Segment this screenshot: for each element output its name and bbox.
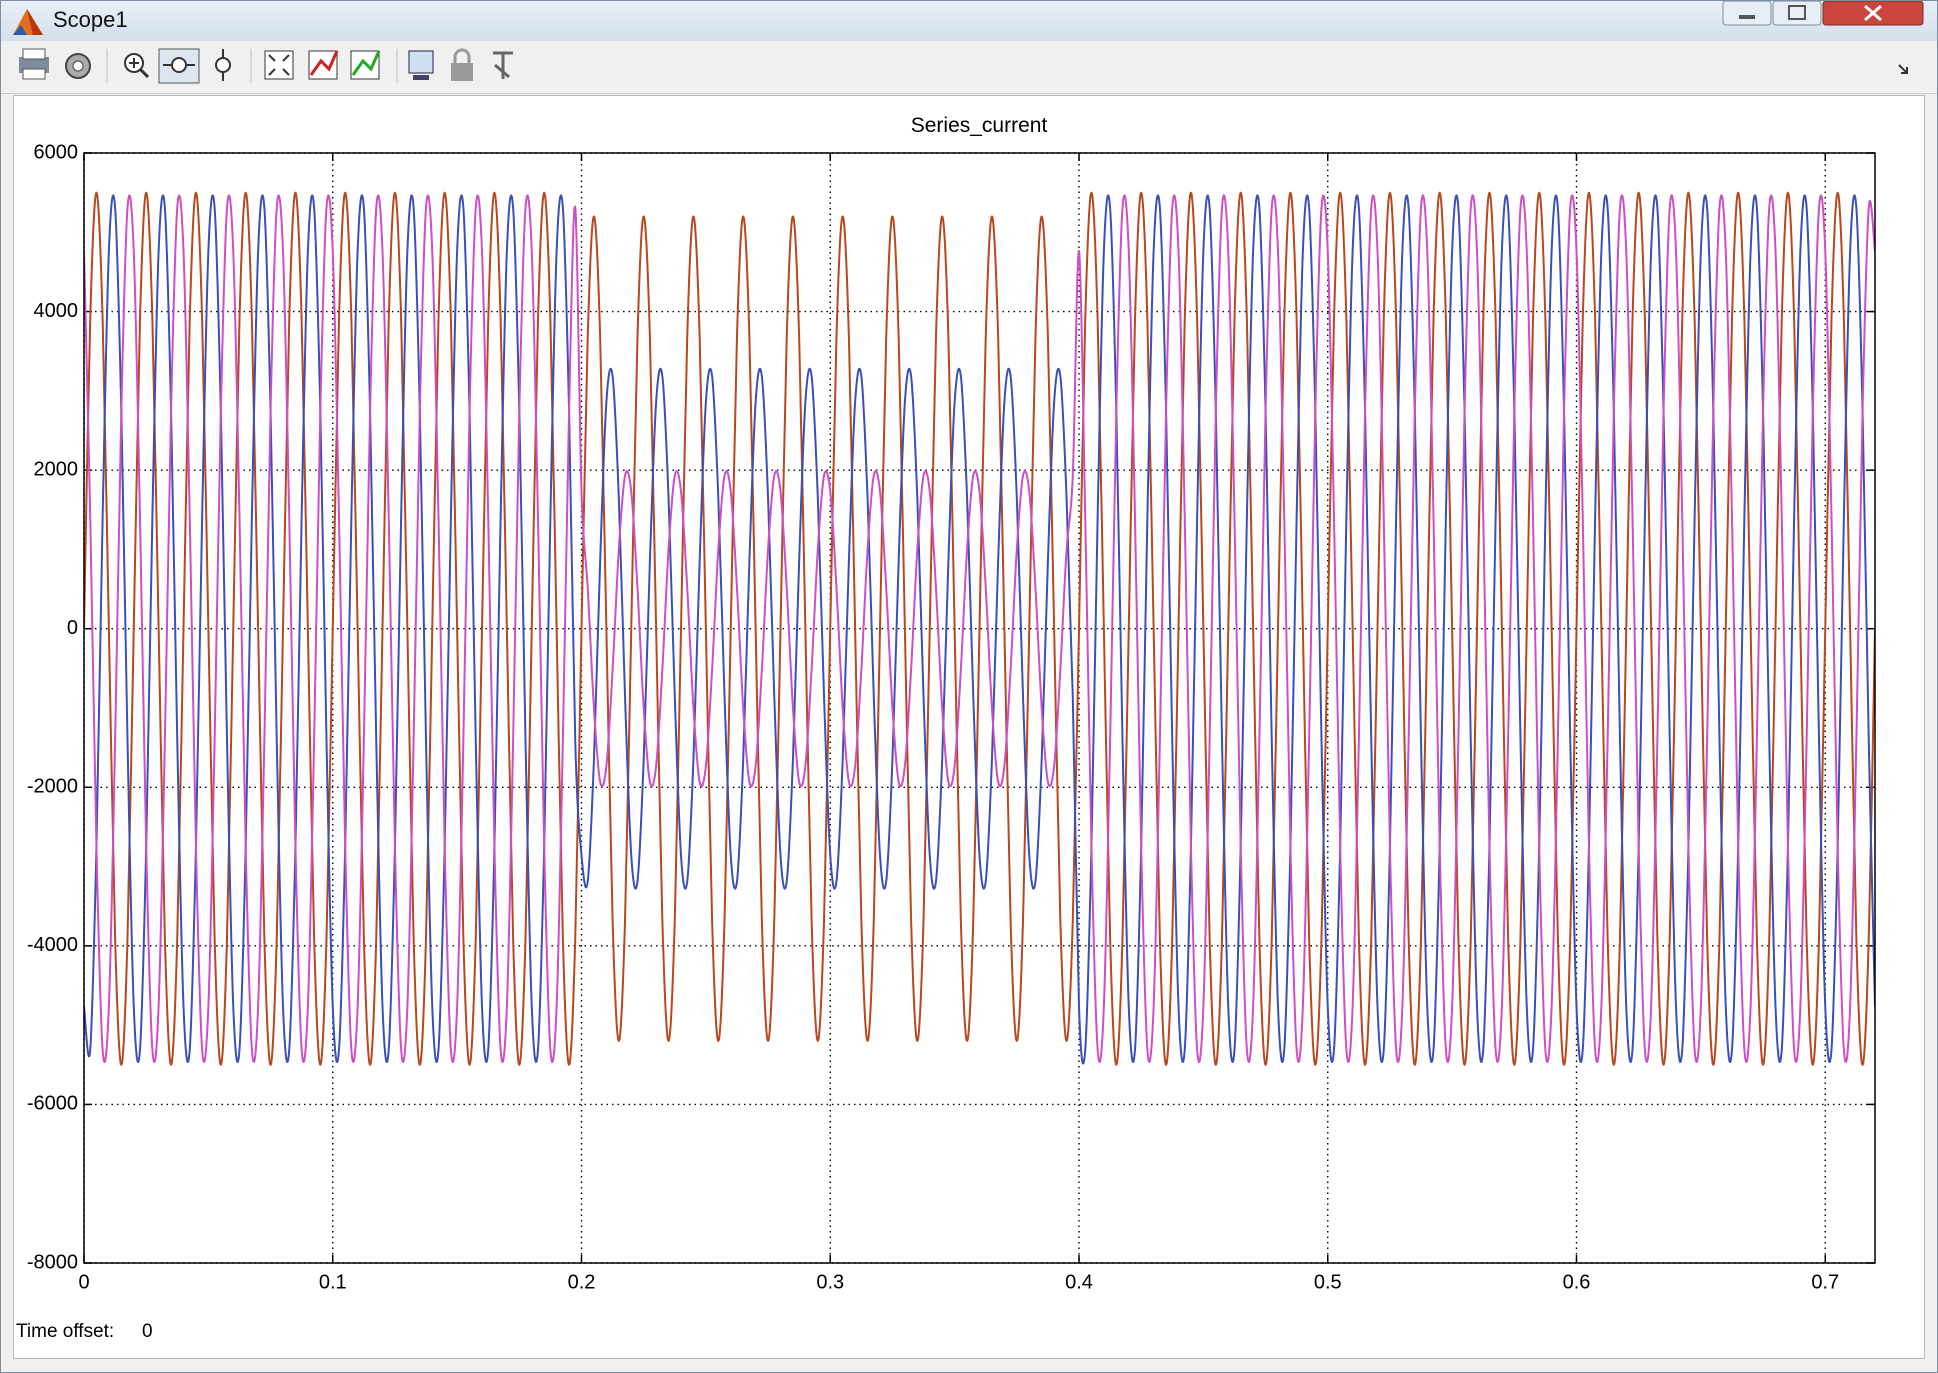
print-button[interactable] — [19, 48, 49, 80]
chart: Series_current Time offset: 0 -8000 -6000… — [16, 114, 1876, 1342]
toolbar — [1, 41, 1937, 94]
restore-axes-button[interactable] — [350, 50, 381, 80]
x-tick-label: 0.3 — [816, 1271, 844, 1293]
y-tick-label: 6000 — [34, 141, 79, 163]
zoom-y-button[interactable] — [215, 49, 231, 81]
window-controls[interactable] — [1721, 1, 1931, 29]
x-tick-label: 0.6 — [1563, 1271, 1591, 1293]
window-title: Scope1 — [53, 7, 128, 32]
y-tick-label: 0 — [67, 617, 78, 639]
y-tick-label: -6000 — [27, 1093, 78, 1115]
plot-frame — [83, 152, 1876, 1264]
figure-area: Series_current Time offset: 0 -8000 -6000… — [13, 95, 1925, 1359]
y-tick-label: -4000 — [27, 934, 78, 956]
y-tick-label: -8000 — [27, 1251, 78, 1273]
zoom-x-button[interactable] — [158, 48, 200, 84]
chart-title: Series_current — [911, 114, 1048, 137]
dock-button[interactable] — [1898, 64, 1908, 74]
x-tick-label: 0.1 — [319, 1271, 347, 1293]
minimize-button[interactable] — [1722, 1, 1772, 26]
autoscale-button[interactable] — [264, 50, 294, 80]
series-lines — [84, 191, 1875, 1066]
x-tick-label: 0.4 — [1065, 1271, 1093, 1293]
zoom-button[interactable] — [124, 53, 150, 79]
series-line — [84, 191, 1875, 1066]
x-tick-label: 0.7 — [1811, 1271, 1839, 1293]
y-tick-label: 4000 — [34, 300, 79, 322]
signal-selection-button[interactable] — [493, 51, 513, 79]
app-icon — [13, 9, 43, 35]
parameters-button[interactable] — [65, 53, 91, 79]
time-offset-value: 0 — [142, 1321, 153, 1342]
y-tick-label: 2000 — [34, 458, 79, 480]
series-line — [84, 194, 1875, 1063]
lock-button[interactable] — [451, 48, 473, 81]
x-tick-label: 0.2 — [568, 1271, 596, 1293]
x-tick-label: 0 — [78, 1271, 89, 1293]
maximize-button[interactable] — [1772, 1, 1822, 26]
x-tick-label: 0.5 — [1314, 1271, 1342, 1293]
floating-scope-button[interactable] — [408, 50, 434, 80]
time-offset-label: Time offset: — [16, 1321, 114, 1342]
title-bar: Scope1 — [1, 1, 1937, 41]
plot-area — [84, 153, 1875, 1263]
save-axes-button[interactable] — [308, 50, 339, 80]
y-tick-label: -2000 — [27, 776, 78, 798]
toolbar-icons — [19, 48, 1908, 84]
